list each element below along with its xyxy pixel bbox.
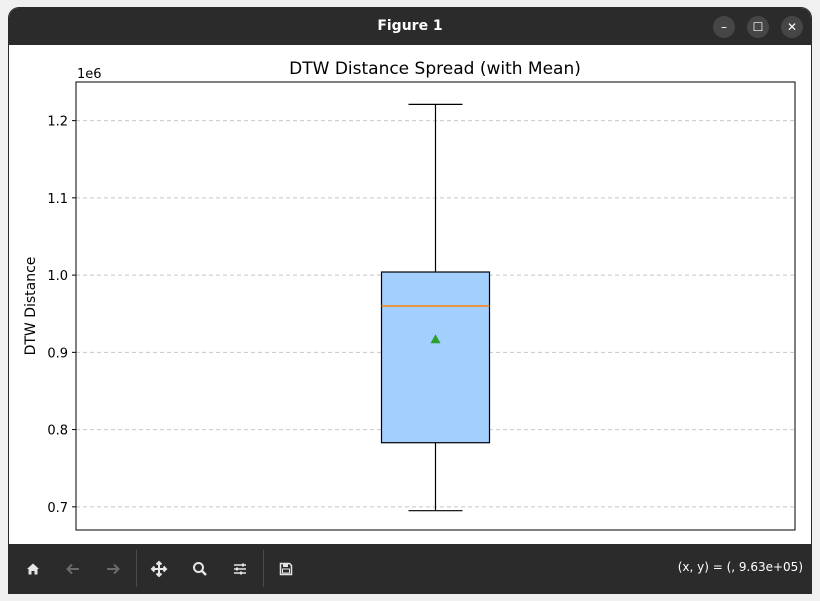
save-icon[interactable]	[272, 556, 300, 582]
zoom-icon[interactable]	[186, 556, 214, 582]
pan-icon[interactable]	[145, 556, 173, 582]
back-icon[interactable]	[59, 556, 87, 582]
y-multiplier-label: 1e6	[77, 67, 102, 82]
forward-icon[interactable]	[99, 556, 127, 582]
toolbar-separator	[263, 550, 264, 587]
y-tick-label: 1.0	[47, 269, 68, 284]
y-tick-label: 0.8	[47, 424, 68, 439]
toolbar-separator	[136, 550, 137, 587]
y-tick-label: 0.9	[47, 346, 68, 361]
window-title: Figure 1	[377, 18, 443, 34]
figure-window: Figure 1 – ☐ ✕ 0.7 0.8 0.9 1.0 1.1 1.2 DTW Di…	[9, 8, 811, 593]
cursor-coordinates: (x, y) = (, 9.63e+05)	[677, 560, 803, 574]
y-tick-label: 1.1	[47, 192, 68, 207]
maximize-button[interactable]: ☐	[747, 16, 769, 38]
home-icon[interactable]	[19, 556, 47, 582]
iqr-box	[380, 271, 491, 444]
plot-canvas: 0.7 0.8 0.9 1.0 1.1 1.2 DTW Distance Spread (…	[9, 45, 811, 544]
plot-frame	[75, 81, 796, 531]
chart-title: DTW Distance Spread (with Mean)	[289, 59, 581, 79]
navigation-toolbar: (x, y) = (, 9.63e+05)	[9, 544, 811, 593]
title-bar: Figure 1 – ☐ ✕	[9, 8, 811, 45]
mean-marker	[430, 334, 441, 344]
y-axis-label: DTW Distance	[23, 257, 39, 356]
box-plot: 0.7 0.8 0.9 1.0 1.1 1.2 DTW Distance Spread (…	[23, 59, 796, 531]
configure-icon[interactable]	[226, 556, 254, 582]
close-button[interactable]: ✕	[781, 16, 803, 38]
y-tick-label: 1.2	[47, 115, 68, 130]
minimize-button[interactable]: –	[713, 16, 735, 38]
y-tick-label: 0.7	[47, 501, 68, 516]
